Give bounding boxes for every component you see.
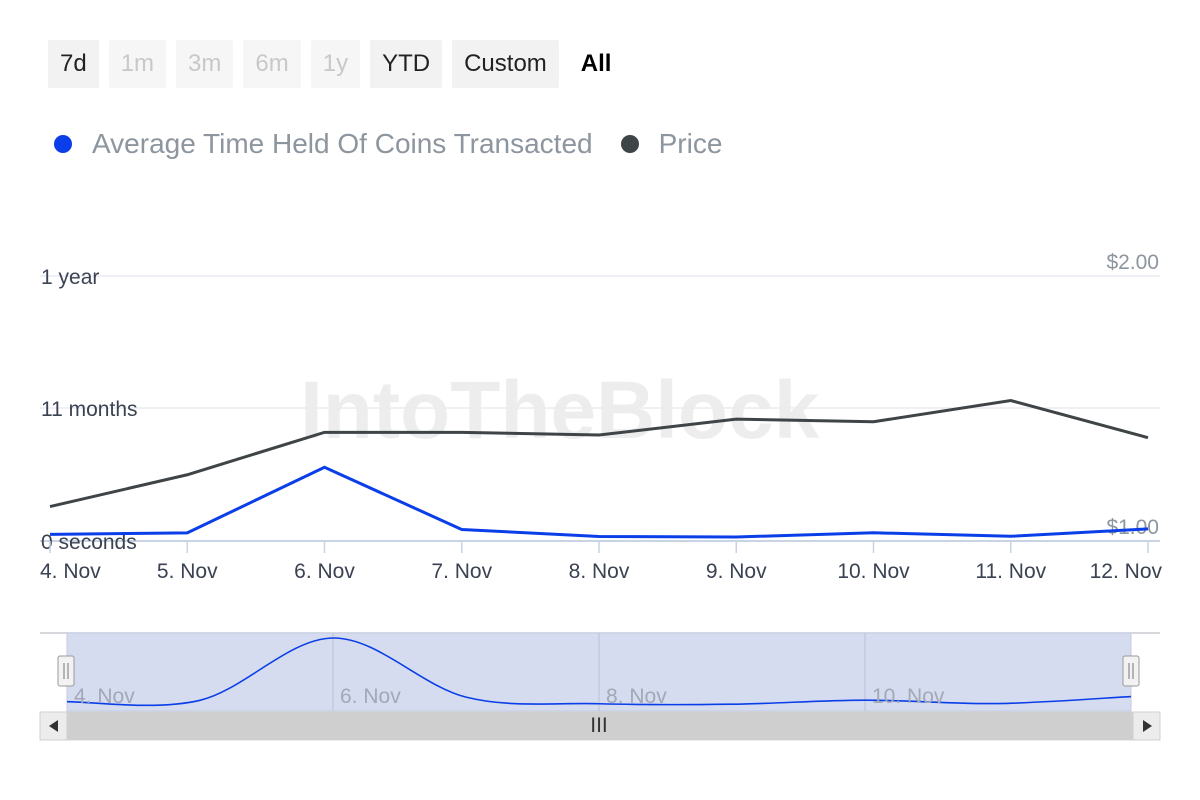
navigator-tick-label: 6. Nov (340, 685, 401, 708)
legend-marker (620, 135, 639, 153)
x-axis-tick-label: 7. Nov (431, 560, 492, 583)
chart-legend: Average Time Held Of Coins Transacted Pr… (54, 128, 722, 160)
range-all-button[interactable]: All (568, 40, 624, 88)
navigator-series-line (66, 637, 1132, 707)
x-axis-tick-label: 6. Nov (294, 560, 355, 583)
x-axis-tick-label: 4. Nov (40, 560, 101, 583)
x-axis-tick-label: 8. Nov (569, 560, 630, 583)
avg-time-series-line (49, 465, 1149, 539)
navigator-tick-label: 8. Nov (606, 685, 667, 708)
x-axis-tick-label: 12. Nov (1090, 560, 1163, 583)
x-axis-tick-label: 10. Nov (837, 560, 910, 583)
arrow-right-icon (1143, 720, 1152, 732)
x-axis-tick-label: 9. Nov (706, 560, 767, 583)
range-7d-button[interactable]: 7d (48, 40, 99, 88)
right-axis-tick-label: $1.00 (1106, 516, 1159, 539)
legend-item-price[interactable]: Price (620, 128, 723, 160)
scrollbar-thumb[interactable] (67, 712, 1133, 740)
scrollbar-left-arrow-button[interactable] (39, 711, 68, 741)
arrow-left-icon (49, 720, 58, 732)
scrollbar[interactable]: III (39, 711, 1161, 741)
range-ytd-button[interactable]: YTD (370, 40, 443, 88)
navigator-tick-label: 10. Nov (872, 685, 945, 708)
range-custom-button[interactable]: Custom (452, 40, 559, 88)
range-selector: 7d 1m 3m 6m 1y YTD Custom All (48, 40, 624, 88)
x-axis-tick-label: 5. Nov (157, 560, 218, 583)
navigator-tick-label: 4. Nov (74, 685, 135, 708)
legend-label: Price (658, 128, 723, 159)
range-6m-button[interactable]: 6m (243, 40, 301, 88)
range-1y-button[interactable]: 1y (310, 40, 361, 88)
range-1m-button[interactable]: 1m (108, 40, 167, 88)
range-3m-button[interactable]: 3m (176, 40, 234, 88)
x-axis-tick-label: 11. Nov (975, 560, 1046, 583)
navigator[interactable]: 4. Nov 6. Nov 8. Nov 10. Nov (40, 632, 1160, 712)
legend-marker (54, 135, 72, 153)
left-axis-tick-label: 0 seconds (41, 531, 137, 554)
price-series-line (49, 399, 1149, 509)
right-axis-tick-label: $2.00 (1106, 251, 1159, 274)
legend-item-avg-time[interactable]: Average Time Held Of Coins Transacted (54, 128, 593, 160)
scrollbar-right-arrow-button[interactable] (1132, 711, 1161, 741)
navigator-left-handle[interactable] (57, 655, 75, 687)
watermark: IntoTheBlock (300, 365, 820, 456)
scrollbar-grip: III (590, 714, 608, 737)
left-axis-tick-label: 1 year (41, 266, 99, 289)
navigator-right-handle[interactable] (1122, 655, 1140, 687)
legend-label: Average Time Held Of Coins Transacted (92, 128, 593, 159)
left-axis-tick-label: 11 months (41, 398, 138, 421)
